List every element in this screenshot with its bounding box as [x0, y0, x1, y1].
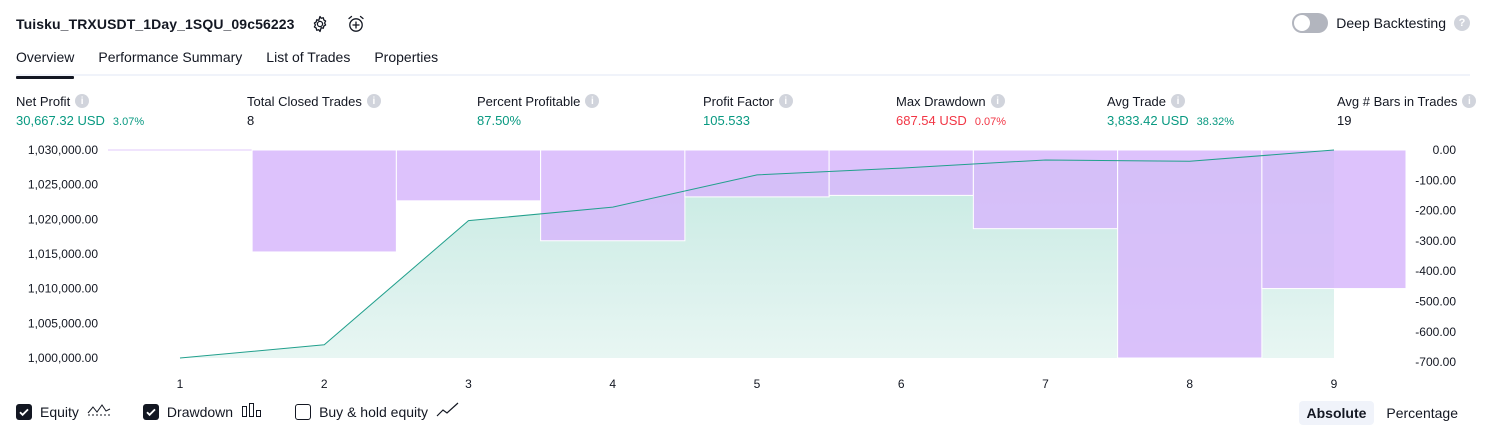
equity-drawdown-chart[interactable]: 1,030,000.00 1,025,000.00 1,020,000.00 1,01… [0, 138, 1486, 396]
metric-percent: 3.07% [112, 116, 145, 128]
drawdown-bar [395, 149, 542, 202]
help-icon[interactable]: ? [1454, 15, 1470, 31]
right-axis-tick-label: -500.00 [1415, 295, 1456, 309]
tab-overview[interactable]: Overview [16, 46, 75, 79]
drawdown-bar [1117, 149, 1263, 359]
metric-value: 19 [1337, 113, 1352, 128]
tab-properties[interactable]: Properties [374, 49, 439, 65]
info-icon[interactable]: i [366, 94, 381, 108]
drawdown-bar [540, 149, 686, 242]
drawdown-bar [684, 149, 830, 198]
metric-value: 3,833.42 USD [1107, 113, 1189, 128]
x-axis-tick-label: 3 [465, 377, 472, 391]
deep-backtesting-toggle[interactable] [1292, 13, 1329, 33]
x-axis-tick-label: 8 [1186, 377, 1193, 391]
legend-label: Buy & hold equity [319, 403, 429, 420]
metric-avg-trade: Avg Trade i 3,833.42 USD 38.32% [1107, 93, 1234, 129]
left-axis-tick-label: 1,020,000.00 [28, 212, 98, 226]
metric-avg-bars: Avg # Bars in Trades i 19 [1337, 93, 1477, 128]
info-icon[interactable]: i [990, 94, 1005, 108]
deep-backtesting-label: Deep Backtesting [1336, 15, 1446, 31]
metric-value: 30,667.32 USD [16, 113, 105, 128]
x-axis-tick-label: 1 [177, 377, 184, 391]
x-axis-tick-label: 9 [1331, 377, 1338, 391]
right-axis-tick-label: 0.00 [1433, 143, 1457, 157]
drawdown-bar [251, 149, 397, 253]
info-icon[interactable]: i [1462, 94, 1477, 108]
metric-label: Avg # Bars in Trades [1337, 93, 1458, 109]
left-axis-tick-label: 1,025,000.00 [28, 178, 98, 192]
right-axis-tick-label: -100.00 [1415, 173, 1456, 187]
display-mode-switch: Absolute Percentage [1298, 401, 1467, 425]
info-icon[interactable]: i [1171, 94, 1186, 108]
x-axis-tick-label: 6 [898, 377, 905, 391]
tab-performance-summary[interactable]: Performance Summary [98, 49, 243, 65]
metric-net-profit: Net Profit i 30,667.32 USD 3.07% [16, 93, 145, 129]
metric-percent-profitable: Percent Profitable i 87.50% [477, 93, 600, 128]
metric-label: Total Closed Trades [247, 93, 362, 109]
strategy-title-row: Tuisku_TRXUSDT_1Day_1SQU_09c56223 [16, 12, 367, 36]
drawdown-bar [1261, 149, 1407, 290]
metric-total-closed-trades: Total Closed Trades i 8 [247, 93, 381, 128]
right-axis-tick-label: -600.00 [1415, 325, 1456, 339]
metric-percent: 38.32% [1196, 116, 1234, 128]
metric-label: Profit Factor [703, 93, 774, 109]
x-axis-tick-label: 4 [609, 377, 616, 391]
left-axis-tick-label: 1,015,000.00 [28, 247, 98, 261]
right-axis-tick-label: -700.00 [1415, 355, 1456, 369]
checkbox-equity[interactable] [16, 403, 32, 420]
x-axis-tick-label: 5 [754, 377, 761, 391]
metric-value: 105.533 [703, 113, 750, 128]
toggle-knob [1294, 15, 1311, 31]
left-axis-tick-label: 1,030,000.00 [28, 143, 98, 157]
deep-backtesting-control: Deep Backtesting ? [1292, 13, 1470, 33]
checkbox-drawdown[interactable] [142, 403, 159, 420]
mode-percentage-button[interactable]: Percentage [1386, 405, 1458, 421]
gear-icon[interactable] [309, 13, 331, 35]
legend-buy-hold[interactable]: Buy & hold equity [295, 402, 460, 421]
chart-legend: Equity Drawdown Buy & hold equity [16, 402, 492, 421]
legend-drawdown[interactable]: Drawdown [142, 402, 263, 421]
right-axis-tick-label: -200.00 [1415, 204, 1456, 218]
drawdown-bar [828, 149, 974, 196]
equity-line [179, 149, 1335, 359]
left-axis-tick-label: 1,010,000.00 [28, 282, 98, 296]
metric-label: Avg Trade [1107, 93, 1167, 109]
alarm-clock-plus-icon[interactable] [345, 13, 367, 35]
left-axis-tick-label: 1,000,000.00 [28, 351, 98, 365]
metric-value: 8 [247, 113, 255, 128]
tab-list-of-trades[interactable]: List of Trades [266, 49, 351, 65]
metric-percent: 0.07% [974, 116, 1007, 128]
info-icon[interactable]: i [75, 94, 90, 108]
mode-absolute-button[interactable]: Absolute [1298, 401, 1375, 425]
drawdown-bar [972, 149, 1119, 230]
x-axis-tick-label: 2 [321, 377, 328, 391]
checkbox-buy-hold[interactable] [295, 403, 312, 420]
buy-hold-line-icon [436, 402, 460, 421]
left-axis-tick-label: 1,005,000.00 [28, 316, 98, 330]
legend-equity[interactable]: Equity [16, 402, 111, 421]
legend-label: Drawdown [166, 403, 234, 420]
right-axis-tick-label: -300.00 [1415, 234, 1456, 248]
x-axis-tick-label: 7 [1042, 377, 1049, 391]
right-axis-tick-label: -400.00 [1415, 264, 1456, 278]
metric-max-drawdown: Max Drawdown i 687.54 USD 0.07% [896, 93, 1007, 129]
metric-value: 87.50% [477, 113, 522, 128]
metric-label: Percent Profitable [477, 93, 581, 109]
drawdown-bars-icon [241, 402, 263, 421]
info-icon[interactable]: i [585, 94, 600, 108]
report-tabs: Overview Performance Summary List of Tra… [16, 46, 1470, 79]
info-icon[interactable]: i [778, 94, 793, 108]
metric-value: 687.54 USD [896, 113, 967, 128]
strategy-name: Tuisku_TRXUSDT_1Day_1SQU_09c56223 [16, 16, 295, 32]
legend-label: Equity [40, 403, 79, 420]
metric-label: Max Drawdown [896, 93, 986, 109]
metric-label: Net Profit [16, 93, 71, 109]
equity-line-icon [87, 402, 111, 421]
metric-profit-factor: Profit Factor i 105.533 [703, 93, 793, 128]
